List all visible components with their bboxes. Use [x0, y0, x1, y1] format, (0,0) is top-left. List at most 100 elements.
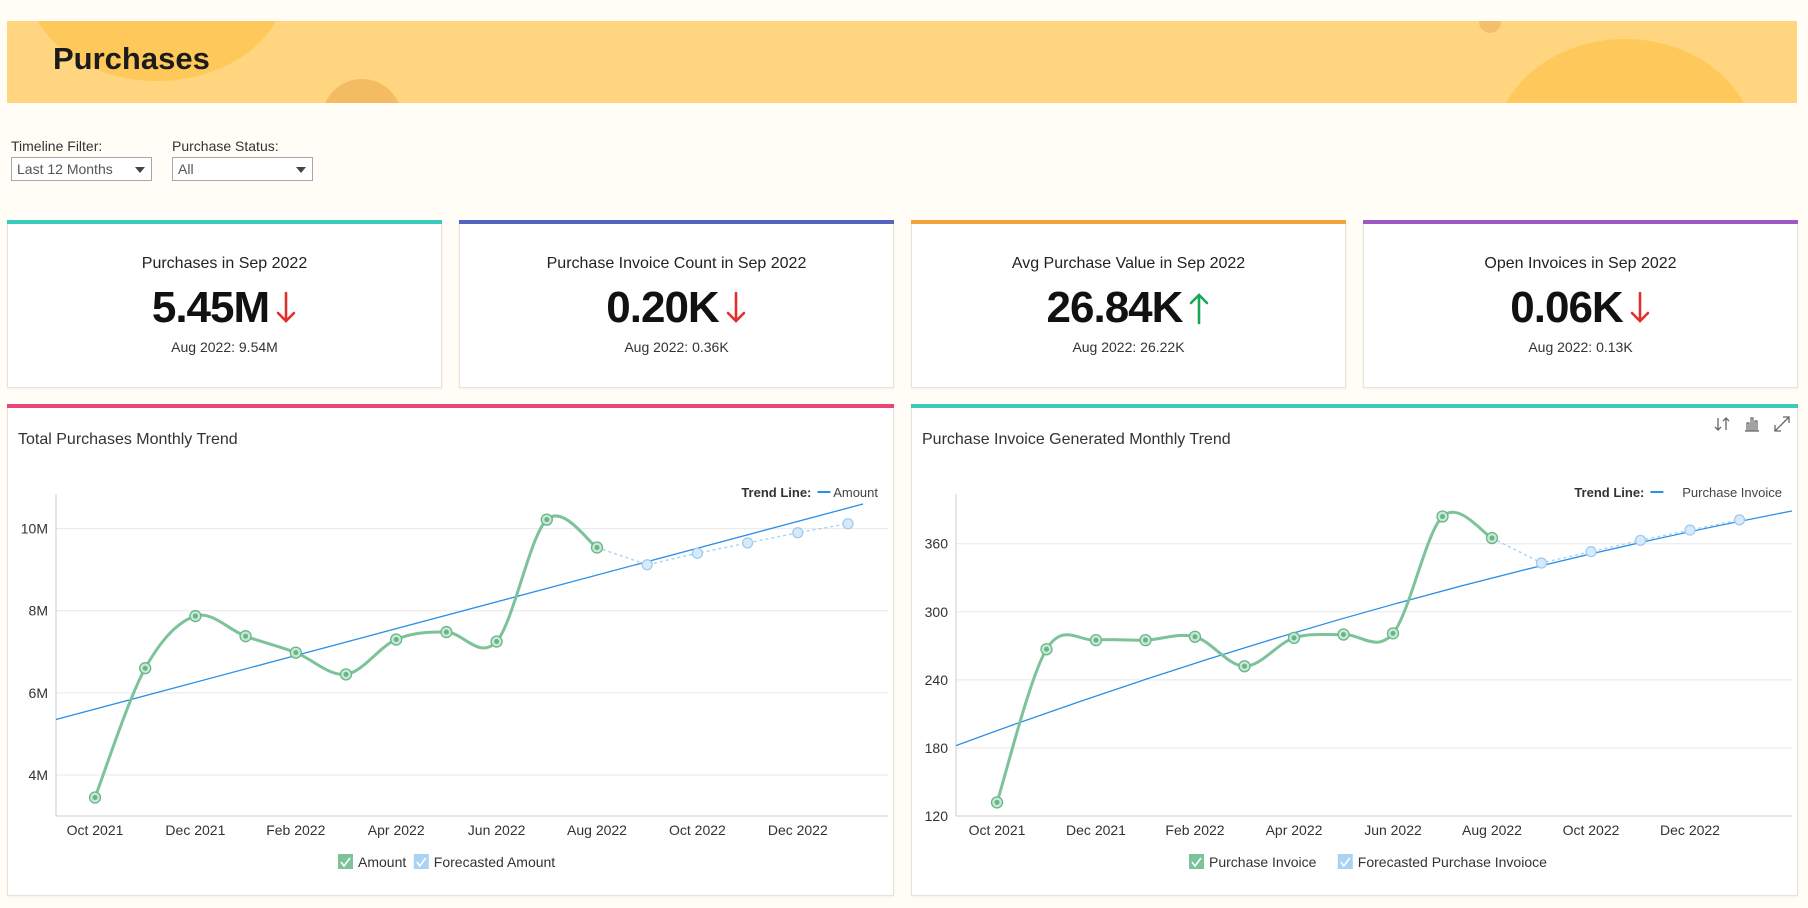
x-tick-label: Oct 2021 [67, 822, 124, 838]
chart-toolbar [1713, 415, 1791, 433]
check-icon [340, 857, 351, 868]
purchase-status-value: All [178, 161, 194, 177]
data-point-core [443, 629, 449, 635]
y-tick-label: 240 [925, 672, 949, 688]
x-tick-label: Dec 2022 [768, 822, 828, 838]
decorative-shape [322, 79, 402, 103]
data-point-core [1044, 646, 1049, 652]
timeline-filter-label: Timeline Filter: [11, 138, 103, 154]
card-accent-bar [911, 404, 1798, 408]
y-tick-label: 360 [925, 536, 949, 552]
purchase-status-select[interactable]: All [172, 157, 313, 181]
check-icon [1191, 857, 1202, 868]
trend-legend-name: Purchase Invoice [1682, 485, 1782, 500]
data-point-core [1489, 535, 1495, 541]
card-accent-bar [459, 220, 894, 224]
kpi-previous-value: Aug 2022: 0.36K [624, 339, 729, 355]
legend-label: Forecasted Amount [434, 854, 556, 870]
x-tick-label: Jun 2022 [1364, 822, 1422, 838]
x-tick-label: Jun 2022 [468, 822, 526, 838]
card-accent-bar [7, 220, 442, 224]
chart-legend: Amount Forecasted Amount [338, 854, 555, 870]
kpi-title: Open Invoices in Sep 2022 [1484, 255, 1677, 272]
trend-legend-label: Trend Line: [1574, 485, 1644, 500]
chevron-down-icon [135, 167, 145, 173]
y-tick-label: 300 [925, 604, 949, 620]
y-tick-label: 6M [29, 685, 48, 701]
kpi-card-open-invoices[interactable]: Open Invoices in Sep 2022 0.06K Aug 2022… [1363, 220, 1798, 388]
legend-label: Forecasted Purchase Invoioce [1358, 854, 1547, 870]
kpi-card-purchases[interactable]: Purchases in Sep 2022 5.45M Aug 2022: 9.… [7, 220, 442, 388]
data-point-core [293, 650, 299, 656]
kpi-value: 0.20K [606, 283, 719, 332]
kpi-card-avg-purchase-value[interactable]: Avg Purchase Value in Sep 2022 26.84K Au… [911, 220, 1346, 388]
data-point-core [1192, 634, 1198, 640]
legend-checkbox [338, 854, 353, 869]
data-point-core [1143, 637, 1148, 643]
legend-label: Amount [358, 854, 406, 870]
chart-title: Total Purchases Monthly Trend [18, 431, 238, 448]
forecast-data-point [1684, 524, 1696, 536]
decorative-shape [1494, 39, 1756, 103]
y-tick-label: 180 [925, 740, 949, 756]
kpi-title: Purchase Invoice Count in Sep 2022 [546, 255, 807, 272]
card-accent-bar [1363, 220, 1798, 224]
y-tick-label: 120 [925, 808, 949, 824]
x-tick-label: Feb 2022 [1165, 822, 1224, 838]
decorative-shape [1479, 21, 1501, 33]
kpi-card-invoice-count[interactable]: Purchase Invoice Count in Sep 2022 0.20K… [459, 220, 894, 388]
data-point-core [142, 665, 148, 671]
expand-icon[interactable] [1773, 415, 1791, 433]
forecast-data-point [1535, 557, 1548, 569]
timeline-filter-select[interactable]: Last 12 Months [11, 157, 152, 181]
x-tick-label: Aug 2022 [567, 822, 627, 838]
chart-legend: Purchase Invoice Forecasted Purchase Invo… [1189, 854, 1547, 870]
x-tick-label: Dec 2021 [165, 822, 225, 838]
bar-chart-icon[interactable] [1743, 415, 1761, 433]
total-purchases-line-chart: 4M 6M 8M 10M Oct 2021 Dec 2021 Feb 2022 Apr 202… [21, 485, 888, 870]
chevron-down-icon [296, 167, 306, 173]
data-point-core [1341, 631, 1346, 637]
total-purchases-chart-card: Total Purchases Monthly Trend 4M 6M 8M 10M O… [7, 404, 894, 896]
legend-label: Purchase Invoice [1209, 854, 1317, 870]
data-point-core [1390, 630, 1396, 636]
kpi-previous-value: Aug 2022: 26.22K [1072, 339, 1185, 355]
forecast-data-point [741, 537, 754, 549]
page-title: Purchases [53, 41, 210, 76]
card-accent-bar [7, 404, 894, 408]
kpi-title: Avg Purchase Value in Sep 2022 [1011, 255, 1246, 272]
check-icon [416, 857, 427, 868]
chart-title: Purchase Invoice Generated Monthly Trend [922, 431, 1231, 448]
forecast-data-point [1585, 546, 1597, 558]
check-icon [1340, 857, 1351, 868]
series-line [93, 514, 598, 799]
data-point-core [92, 795, 98, 801]
data-point-core [494, 639, 500, 645]
y-tick-label: 10M [21, 521, 48, 537]
x-tick-label: Apr 2022 [1266, 822, 1323, 838]
trend-legend-label: Trend Line: [741, 485, 811, 500]
legend-checkbox [1337, 854, 1353, 869]
data-point-core [243, 633, 249, 639]
x-tick-label: Oct 2021 [969, 822, 1026, 838]
trend-line [55, 503, 864, 721]
kpi-previous-value: Aug 2022: 9.54M [171, 339, 278, 355]
invoice-generated-chart-card: Purchase Invoice Generated Monthly Trend… [911, 404, 1798, 896]
data-point-core [1093, 637, 1099, 643]
x-tick-label: Dec 2022 [1660, 822, 1720, 838]
x-tick-label: Dec 2021 [1066, 822, 1126, 838]
legend-checkbox [413, 854, 429, 869]
card-accent-bar [911, 220, 1346, 224]
kpi-title: Purchases in Sep 2022 [141, 255, 308, 272]
data-point-core [343, 671, 349, 677]
data-point-core [994, 799, 1000, 805]
timeline-filter: Timeline Filter: Last 12 Months [11, 138, 152, 181]
data-point-core [544, 517, 550, 523]
forecast-data-point [792, 527, 804, 539]
data-point-core [393, 636, 399, 642]
y-tick-label: 8M [29, 603, 48, 619]
y-tick-label: 4M [29, 767, 48, 783]
kpi-previous-value: Aug 2022: 0.13K [1528, 339, 1633, 355]
x-tick-label: Oct 2022 [669, 822, 726, 838]
sort-icon[interactable] [1713, 415, 1731, 433]
